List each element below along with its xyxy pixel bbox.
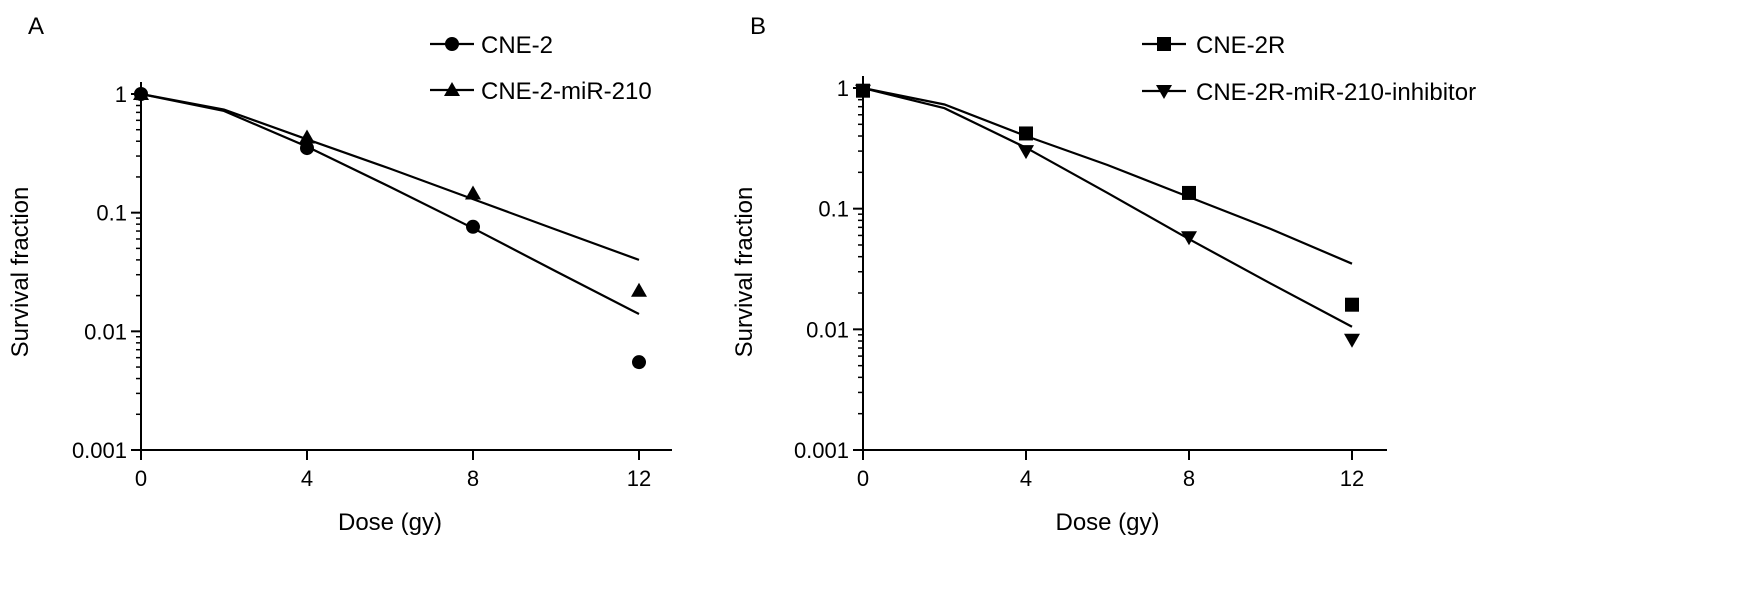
data-point	[1344, 333, 1360, 348]
data-point	[133, 86, 149, 100]
chart-panel-a: A 0.001 0.01 0.1 1 0 4 8 12 Dose (gy) Survival fra…	[7, 13, 672, 536]
chart-panel-b: B 0.001 0.01 0.1 1 0 4 8 12 Dose (gy) Survival fra…	[731, 13, 1476, 536]
data-point	[1345, 297, 1359, 312]
fit-line	[140, 92, 640, 261]
data-point	[632, 355, 646, 370]
series-triangle-up	[133, 86, 647, 297]
data-point	[855, 84, 871, 99]
legend-marker	[445, 37, 459, 51]
data-point	[1018, 145, 1034, 160]
series-square	[856, 83, 1359, 312]
series-circle	[134, 87, 646, 370]
legend-entry: CNE-2R	[1142, 32, 1285, 59]
fit-line	[140, 92, 640, 315]
y-tick-label: 0.01	[84, 319, 127, 344]
data-point	[466, 219, 480, 234]
x-tick-label: 0	[857, 466, 869, 491]
y-tick-label: 0.01	[806, 317, 849, 342]
data-point	[465, 185, 481, 200]
series-triangle-down	[855, 84, 1360, 348]
x-ticks: 0 4 8 12	[857, 450, 1364, 491]
legend-entry: CNE-2	[430, 32, 553, 59]
legend-label: CNE-2-miR-210	[481, 78, 652, 105]
x-tick-label: 4	[301, 466, 313, 491]
y-tick-label: 0.1	[96, 201, 127, 226]
x-tick-label: 4	[1020, 466, 1032, 491]
x-tick-label: 8	[1183, 466, 1195, 491]
y-tick-label: 0.001	[72, 438, 127, 463]
y-tick-label: 1	[115, 82, 127, 107]
legend-entry: CNE-2-miR-210	[430, 78, 652, 105]
legend-marker	[1157, 37, 1171, 51]
legend-label: CNE-2	[481, 32, 553, 59]
x-axis-title: Dose (gy)	[338, 509, 442, 536]
fit-line	[862, 86, 1353, 328]
x-tick-label: 8	[467, 466, 479, 491]
legend-entry: CNE-2R-miR-210-inhibitor	[1142, 79, 1476, 106]
legend-marker	[1156, 85, 1172, 99]
y-tick-label: 1	[837, 76, 849, 101]
panel-label: A	[28, 13, 44, 40]
data-point	[1019, 126, 1033, 141]
y-axis-title: Survival fraction	[7, 187, 34, 358]
fit-line	[862, 86, 1353, 265]
data-point	[299, 129, 315, 144]
data-point	[1181, 231, 1197, 246]
y-tick-label: 0.001	[794, 438, 849, 463]
data-point	[631, 282, 647, 297]
y-ticks: 0.001 0.01 0.1 1	[794, 76, 863, 463]
y-axis-title: Survival fraction	[731, 187, 758, 358]
x-axis-title: Dose (gy)	[1055, 509, 1159, 536]
x-tick-label: 12	[1340, 466, 1364, 491]
legend-label: CNE-2R	[1196, 32, 1285, 59]
data-point	[1182, 185, 1196, 200]
x-ticks: 0 4 8 12	[135, 450, 651, 491]
legend-label: CNE-2R-miR-210-inhibitor	[1196, 79, 1476, 106]
y-tick-label: 0.1	[818, 197, 849, 222]
legend-marker	[444, 82, 460, 96]
x-tick-label: 0	[135, 466, 147, 491]
y-ticks: 0.001 0.01 0.1 1	[72, 82, 141, 463]
x-tick-label: 12	[627, 466, 651, 491]
panel-label: B	[750, 13, 766, 40]
data-point	[300, 141, 314, 156]
